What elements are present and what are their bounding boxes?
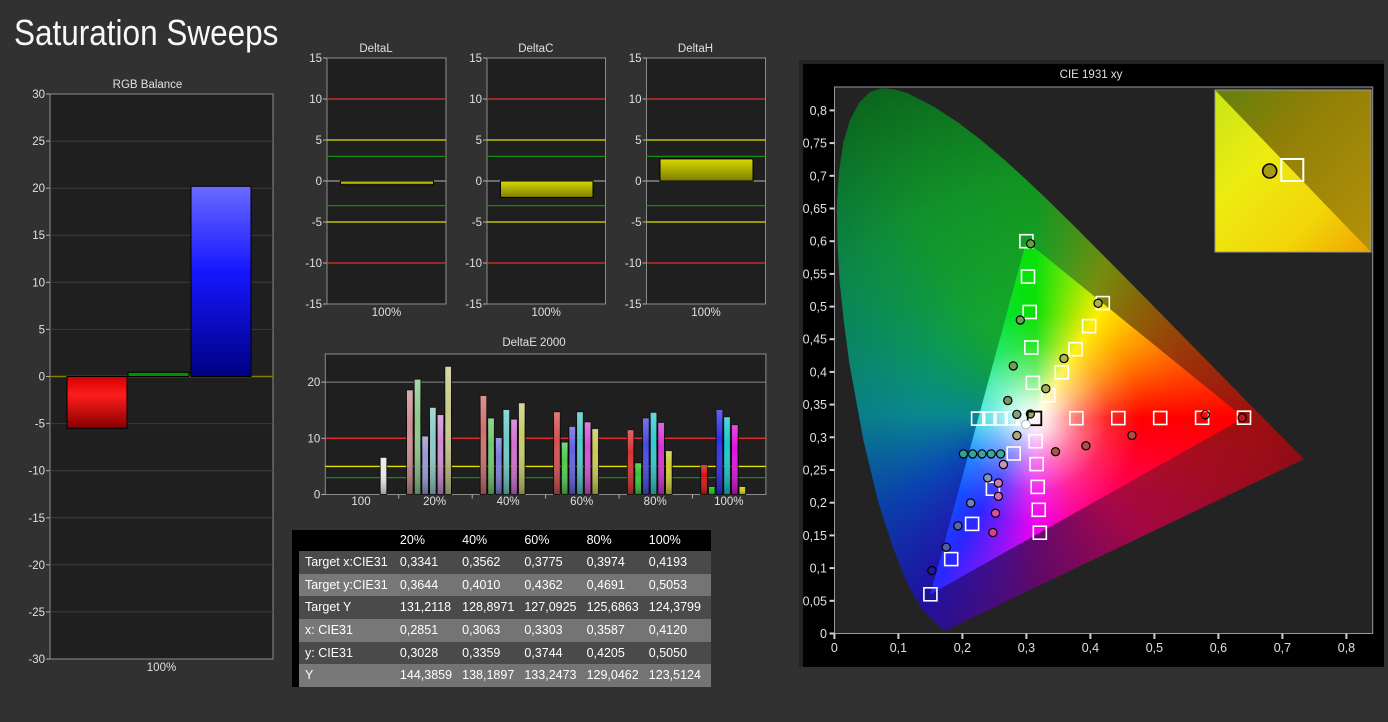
svg-text:0,75: 0,75 [803,137,827,151]
svg-text:100%: 100% [714,496,743,508]
svg-text:100%: 100% [372,307,401,319]
svg-text:0,7: 0,7 [810,169,827,183]
svg-text:20%: 20% [423,496,446,508]
svg-text:80%: 80% [644,496,667,508]
svg-text:15: 15 [469,53,482,65]
svg-text:40%: 40% [497,496,520,508]
svg-text:-15: -15 [305,299,322,311]
svg-text:-10: -10 [465,258,482,270]
svg-text:0,4: 0,4 [810,365,827,379]
svg-text:DeltaL: DeltaL [359,43,393,55]
svg-text:15: 15 [32,230,45,242]
svg-text:-15: -15 [625,299,642,311]
svg-text:0,45: 0,45 [803,333,827,347]
svg-text:0,2: 0,2 [954,641,971,655]
svg-text:5: 5 [316,135,322,147]
svg-text:-15: -15 [465,299,482,311]
svg-text:0,8: 0,8 [1338,641,1355,655]
svg-text:-5: -5 [35,419,45,431]
svg-text:20: 20 [308,377,321,389]
svg-text:0: 0 [831,641,838,655]
svg-text:0,15: 0,15 [803,529,827,543]
svg-text:20: 20 [32,183,45,195]
svg-text:100: 100 [351,496,370,508]
svg-text:5: 5 [476,135,482,147]
svg-text:0: 0 [820,627,827,641]
svg-text:-5: -5 [312,217,322,229]
svg-text:-20: -20 [28,560,45,572]
svg-text:0,35: 0,35 [803,398,827,412]
svg-text:0: 0 [316,176,322,188]
svg-text:-5: -5 [631,217,641,229]
svg-text:0,25: 0,25 [803,464,827,478]
svg-text:0,2: 0,2 [810,496,827,510]
svg-text:0,05: 0,05 [803,594,827,608]
svg-text:100%: 100% [147,662,176,674]
svg-text:0,7: 0,7 [1274,641,1291,655]
svg-text:5: 5 [39,324,45,336]
svg-text:CIE 1931 xy: CIE 1931 xy [1060,69,1123,81]
svg-text:-10: -10 [28,466,45,478]
svg-text:0,3: 0,3 [810,431,827,445]
svg-text:10: 10 [309,94,322,106]
svg-text:-25: -25 [28,607,45,619]
svg-text:0,5: 0,5 [1146,641,1163,655]
svg-text:0,6: 0,6 [1210,641,1227,655]
svg-text:0,1: 0,1 [890,641,907,655]
svg-text:0,8: 0,8 [810,104,827,118]
svg-text:0,3: 0,3 [1018,641,1035,655]
svg-text:5: 5 [635,135,641,147]
svg-text:0: 0 [476,176,482,188]
svg-text:0,1: 0,1 [810,562,827,576]
svg-text:60%: 60% [570,496,593,508]
svg-text:-30: -30 [28,654,45,666]
svg-text:100%: 100% [531,307,560,319]
svg-text:100%: 100% [691,307,720,319]
svg-text:0: 0 [635,176,641,188]
svg-text:0: 0 [39,372,45,384]
svg-text:DeltaC: DeltaC [518,43,553,55]
svg-text:0,55: 0,55 [803,267,827,281]
svg-text:-10: -10 [625,258,642,270]
svg-text:10: 10 [308,433,321,445]
svg-text:DeltaE 2000: DeltaE 2000 [502,337,565,349]
svg-text:15: 15 [309,53,322,65]
svg-text:RGB Balance: RGB Balance [113,79,183,91]
svg-text:DeltaH: DeltaH [678,43,713,55]
svg-text:0,5: 0,5 [810,300,827,314]
svg-text:25: 25 [32,136,45,148]
svg-text:10: 10 [629,94,642,106]
svg-text:-10: -10 [305,258,322,270]
svg-text:10: 10 [469,94,482,106]
svg-text:30: 30 [32,89,45,101]
svg-text:0,4: 0,4 [1082,641,1099,655]
svg-text:-15: -15 [28,513,45,525]
svg-text:0,6: 0,6 [810,235,827,249]
svg-text:0,65: 0,65 [803,202,827,216]
svg-text:0: 0 [314,490,320,502]
svg-text:15: 15 [629,53,642,65]
svg-text:10: 10 [32,277,45,289]
svg-text:-5: -5 [472,217,482,229]
